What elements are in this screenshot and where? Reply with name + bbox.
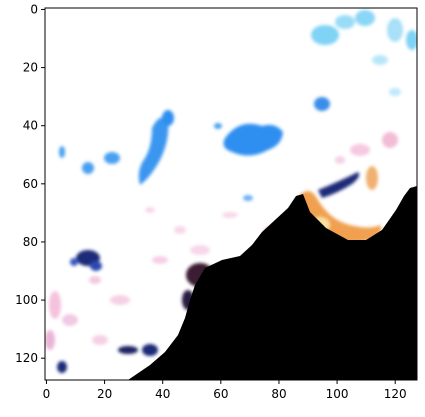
x-axis-ticks: 0 20 40 60 80 100 120 <box>43 380 407 401</box>
y-tick-label: 40 <box>23 119 38 133</box>
y-tick-label: 60 <box>23 177 38 191</box>
y-tick-label: 0 <box>30 2 38 16</box>
x-tick-label: 20 <box>97 387 112 401</box>
pink-patches <box>45 132 398 350</box>
y-tick-label: 20 <box>23 61 38 75</box>
y-axis-ticks: 0 20 40 60 80 100 120 <box>15 2 45 365</box>
x-tick-label: 0 <box>43 387 51 401</box>
y-tick-label: 100 <box>15 293 38 307</box>
light-blue-patches <box>311 10 417 111</box>
x-tick-label: 80 <box>271 387 286 401</box>
x-tick-label: 60 <box>213 387 228 401</box>
x-tick-label: 120 <box>384 387 407 401</box>
y-tick-label: 120 <box>15 351 38 365</box>
image-content <box>45 8 417 380</box>
land-mass <box>128 186 417 380</box>
dark-blue-patches <box>57 172 360 373</box>
y-tick-label: 80 <box>23 235 38 249</box>
x-tick-label: 100 <box>326 387 349 401</box>
axes-frame <box>44 7 418 381</box>
blue-patches <box>59 110 283 201</box>
x-tick-label: 40 <box>155 387 170 401</box>
